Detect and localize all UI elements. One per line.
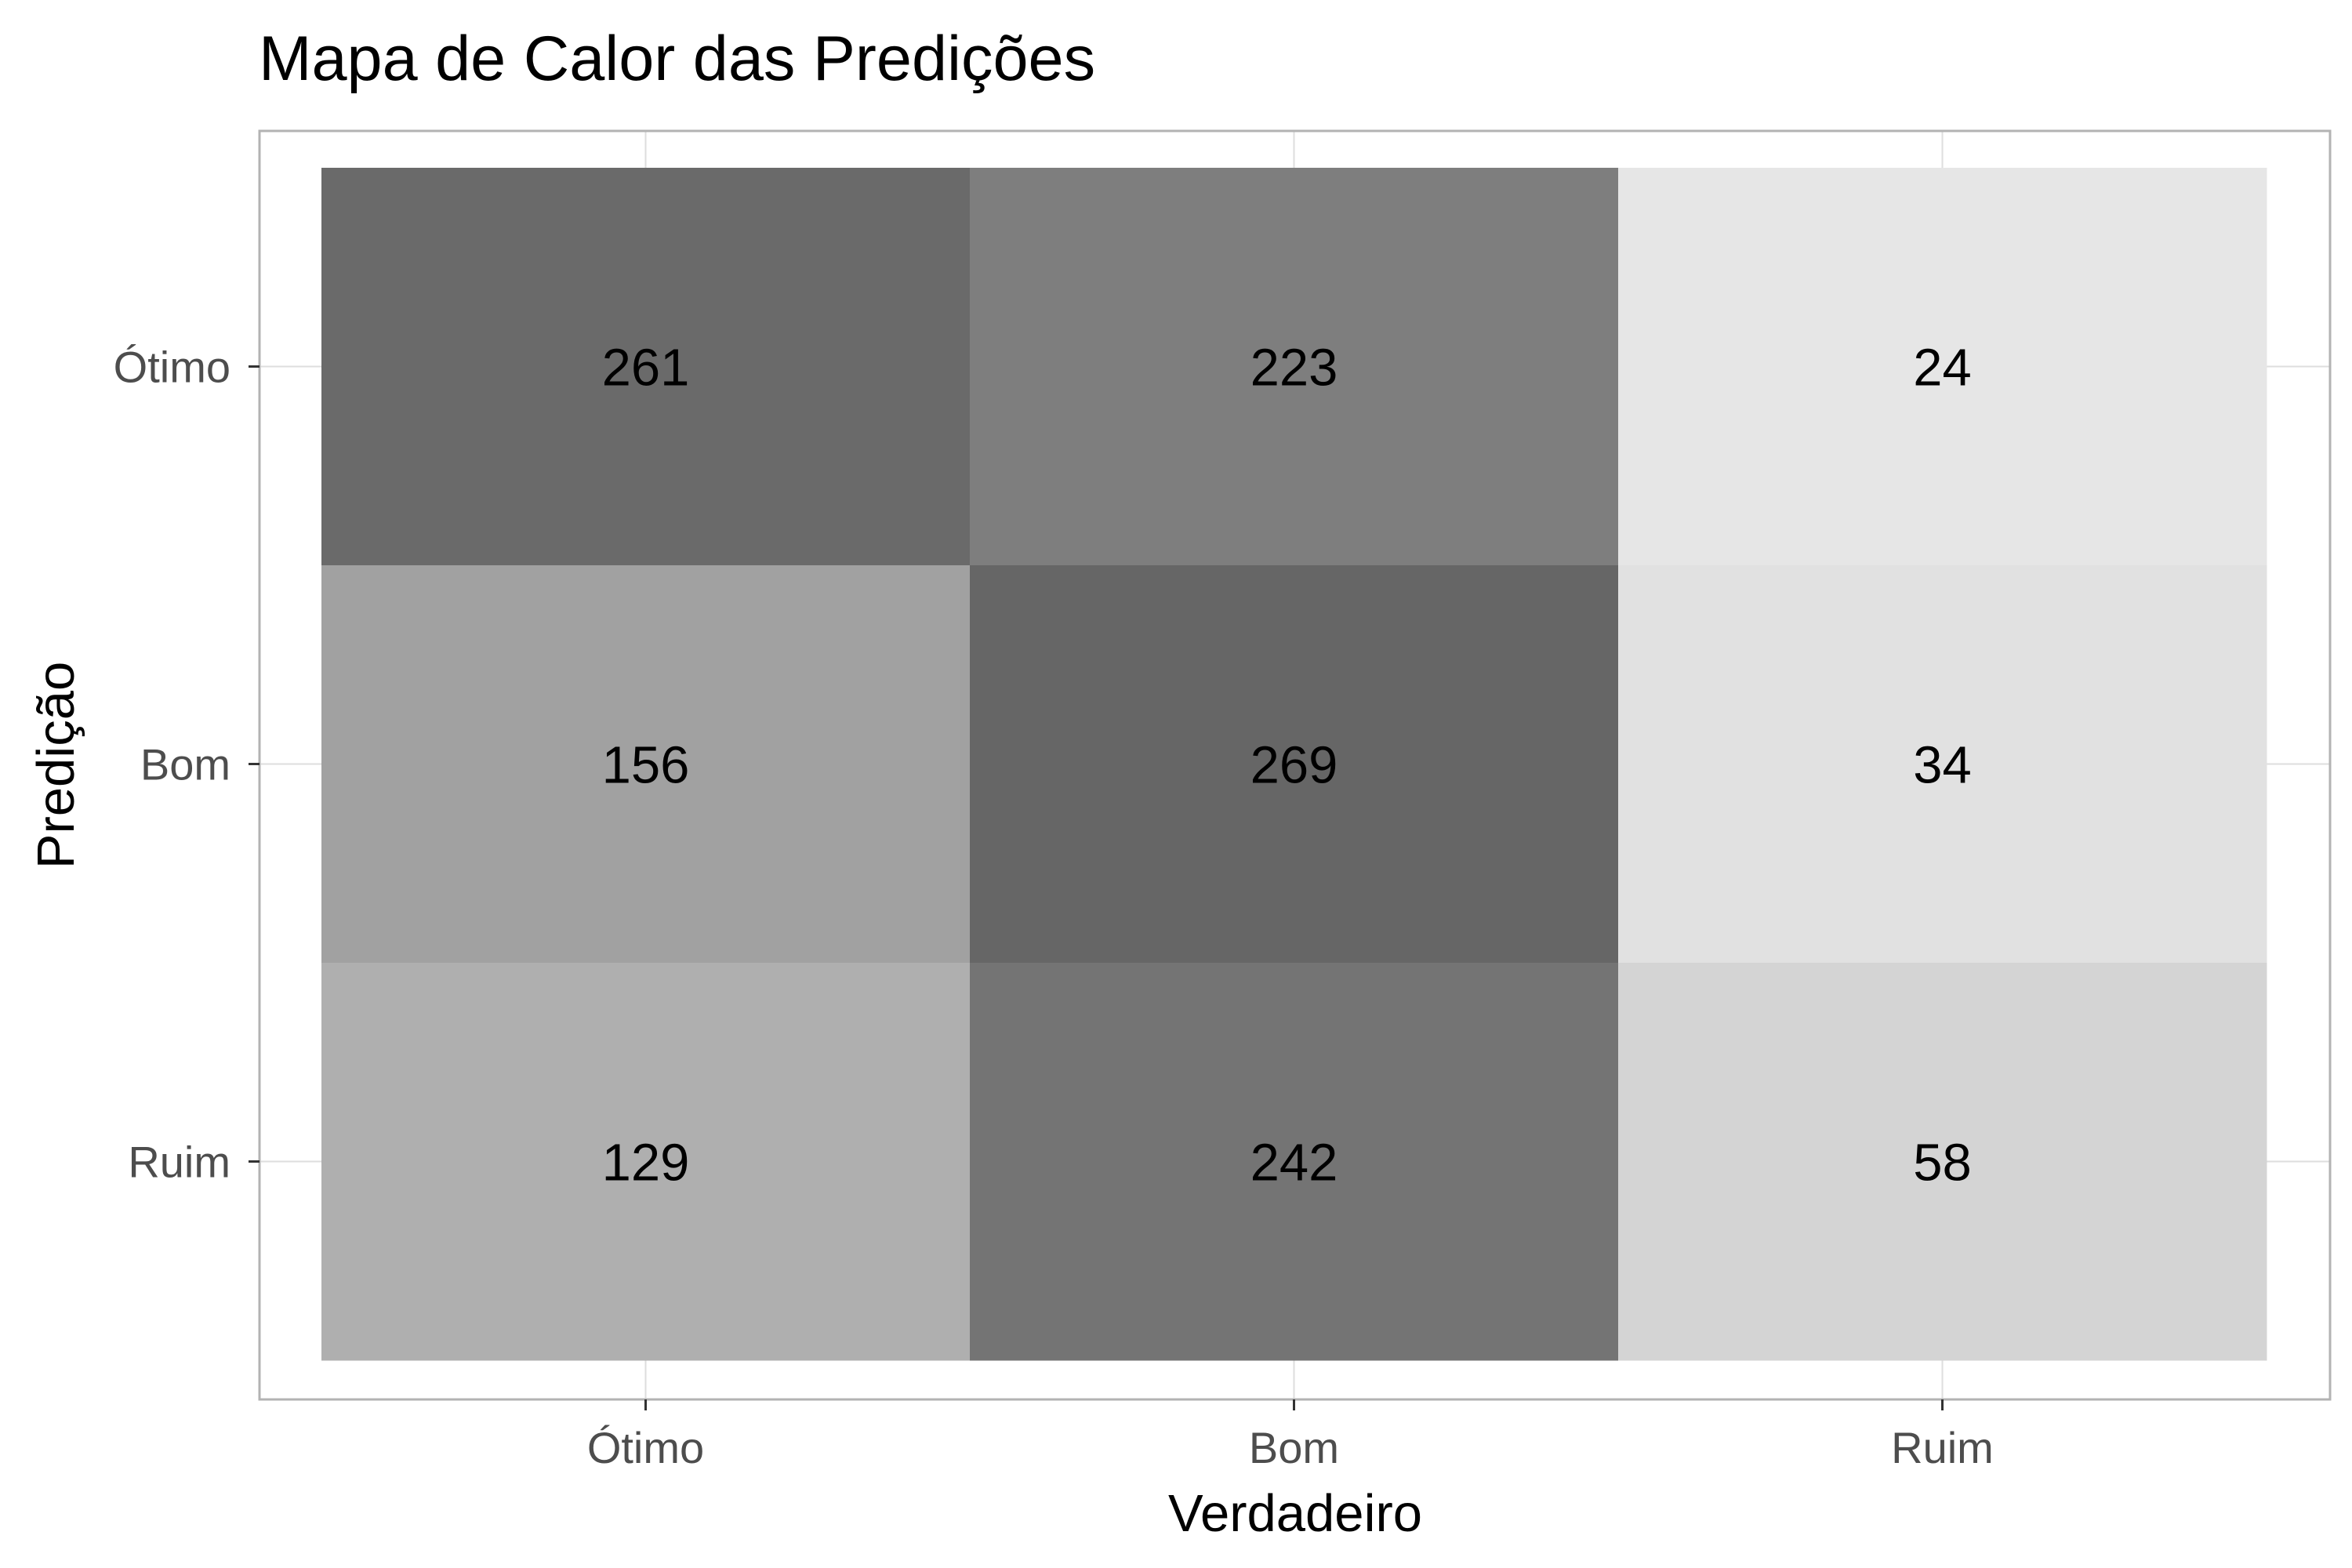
cell-otimo-otimo-label: 261 [602, 339, 690, 397]
y-tick-label-bom: Bom [140, 740, 230, 789]
cell-otimo-bom-label: 223 [1250, 339, 1338, 397]
cell-bom-bom [970, 565, 1619, 964]
cell-ruim-ruim-label: 58 [1913, 1134, 1972, 1192]
x-tick-label-bom: Bom [1249, 1423, 1339, 1472]
cell-ruim-bom [970, 963, 1619, 1361]
cell-otimo-otimo [321, 168, 971, 566]
y-axis-title: Predição [27, 662, 85, 869]
cell-bom-bom-label: 269 [1250, 736, 1338, 795]
cell-ruim-otimo [321, 963, 971, 1361]
y-tick-label-ruim: Ruim [128, 1138, 230, 1187]
cell-otimo-ruim [1618, 168, 2267, 566]
y-tick-labels: Ótimo Bom Ruim [114, 343, 230, 1187]
cell-bom-otimo-label: 156 [602, 736, 690, 795]
cell-value-labels: 261 223 24 156 269 34 129 242 58 [602, 339, 1972, 1192]
x-axis-title: Verdadeiro [1168, 1484, 1422, 1543]
cell-ruim-otimo-label: 129 [602, 1134, 690, 1192]
x-tick-label-otimo: Ótimo [587, 1423, 704, 1472]
cell-ruim-bom-label: 242 [1250, 1134, 1338, 1192]
chart-title: Mapa de Calor das Predições [259, 24, 1095, 94]
cell-ruim-ruim [1618, 963, 2267, 1361]
axis-ticks [249, 365, 1944, 1410]
x-tick-label-ruim: Ruim [1891, 1423, 1994, 1472]
cell-otimo-ruim-label: 24 [1913, 339, 1972, 397]
cell-bom-ruim-label: 34 [1913, 736, 1972, 795]
cell-bom-ruim [1618, 565, 2267, 964]
y-tick-label-otimo: Ótimo [114, 343, 230, 392]
cell-bom-otimo [321, 565, 971, 964]
x-tick-labels: Ótimo Bom Ruim [587, 1423, 1994, 1472]
heatmap-cells [321, 168, 2267, 1361]
cell-otimo-bom [970, 168, 1619, 566]
